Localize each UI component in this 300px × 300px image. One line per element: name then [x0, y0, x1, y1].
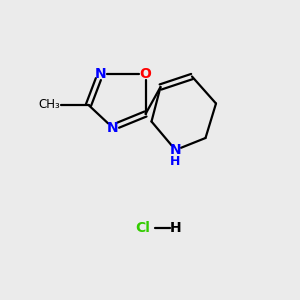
Text: N: N [170, 143, 181, 157]
Text: N: N [107, 121, 118, 134]
Text: CH₃: CH₃ [38, 98, 60, 112]
Text: H: H [170, 155, 181, 168]
Text: O: O [140, 67, 152, 80]
Text: N: N [95, 67, 106, 80]
Text: Cl: Cl [135, 221, 150, 235]
Text: H: H [170, 221, 181, 235]
